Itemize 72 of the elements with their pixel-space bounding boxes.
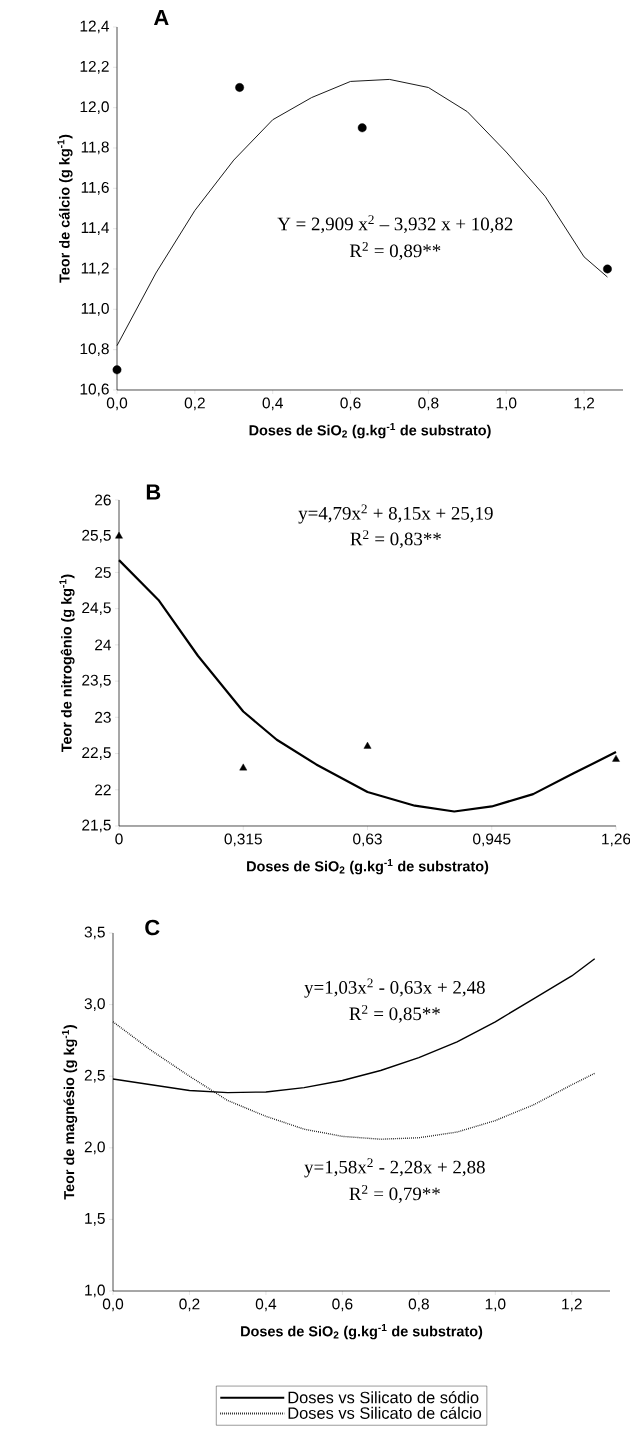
y-tick-label: 1,0 bbox=[85, 1284, 105, 1298]
x-tick-label: 1,0 bbox=[496, 397, 517, 411]
x-tick-label: 0 bbox=[115, 833, 123, 845]
point bbox=[357, 123, 367, 133]
y-tick-label: 25 bbox=[95, 566, 111, 578]
point bbox=[603, 264, 612, 274]
y-tick-label: 21,5 bbox=[82, 819, 111, 833]
annotation: y=4,79x$^{2}$ + 8,15x + 25,19 bbox=[298, 504, 493, 524]
chart-title: A bbox=[153, 10, 169, 26]
y-tick-label: 3,0 bbox=[84, 998, 105, 1011]
y-tick-label: 22,5 bbox=[82, 747, 111, 760]
point bbox=[112, 365, 122, 375]
x-tick-label: 1,0 bbox=[485, 1298, 506, 1312]
point bbox=[115, 531, 123, 539]
x-axis-title: Doses de SiO$_{2}$ (g.kg$^{-1}$ de substrato) bbox=[241, 1324, 483, 1340]
y-axis-title: Teor de nitrogênio (g kg$^{-1}$) bbox=[59, 574, 75, 753]
x-tick-label: 0,6 bbox=[332, 1298, 353, 1312]
x-tick-label: 0,2 bbox=[184, 397, 205, 411]
point bbox=[239, 763, 248, 771]
x-tick-label: 1,2 bbox=[574, 397, 595, 411]
x-tick-label: 0,4 bbox=[255, 1298, 277, 1312]
x-tick-label: 0,6 bbox=[340, 397, 361, 411]
legend-label: Doses vs Silicato de sódio bbox=[288, 1391, 479, 1404]
point bbox=[363, 741, 372, 749]
y-tick-label: 25,5 bbox=[82, 529, 111, 543]
y-tick-label: 22 bbox=[95, 784, 111, 796]
y-tick-label: 11,4 bbox=[81, 222, 110, 235]
y-tick-label: 12,0 bbox=[80, 101, 109, 115]
x-tick-label: 0,63 bbox=[353, 833, 382, 847]
annotation: R$^{2}$ = 0,83** bbox=[350, 530, 441, 549]
y-tick-label: 2,0 bbox=[84, 1141, 105, 1155]
point bbox=[235, 83, 245, 92]
y-tick-label: 23 bbox=[95, 711, 111, 723]
legend-label: Doses vs Silicato de cálcio bbox=[288, 1406, 482, 1419]
x-tick-label: 0,945 bbox=[473, 833, 511, 847]
y-tick-label: 26 bbox=[95, 494, 111, 506]
y-tick-label: 3,5 bbox=[84, 926, 105, 940]
y-tick-label: 12,2 bbox=[80, 60, 109, 74]
x-tick-label: 1,2 bbox=[562, 1298, 582, 1312]
y-tick-label: 10,8 bbox=[80, 343, 109, 357]
x-axis-title: Doses de SiO$_{2}$ (g.kg$^{-1}$ de substrato) bbox=[247, 859, 489, 875]
y-tick-label: 1,5 bbox=[85, 1213, 105, 1226]
x-tick-label: 0,2 bbox=[179, 1298, 200, 1312]
chart-title: B bbox=[146, 484, 161, 500]
annotation: y=1,58x$^{2}$ - 2,28x + 2,88 bbox=[304, 1158, 485, 1178]
y-tick-label: 11,8 bbox=[81, 141, 109, 155]
chart-title: C bbox=[145, 919, 160, 936]
x-tick-label: 0,0 bbox=[102, 1298, 124, 1312]
y-tick-label: 10,6 bbox=[80, 383, 109, 397]
x-tick-label: 0,8 bbox=[408, 1298, 429, 1312]
x-axis-title: Doses de SiO$_{2}$ (g.kg$^{-1}$ de substrato) bbox=[249, 423, 491, 439]
x-tick-label: 0,4 bbox=[262, 397, 283, 411]
annotation: R$^{2}$ = 0,85** bbox=[349, 1004, 440, 1023]
annotation: Y = 2,909 x$^{2}$ – 3,932 x + 10,82 bbox=[277, 215, 513, 234]
annotation: R$^{2}$ = 0,79** bbox=[349, 1185, 440, 1203]
y-tick-label: 11,0 bbox=[81, 302, 109, 316]
annotation: R$^{2}$ = 0,89** bbox=[349, 242, 441, 260]
annotation: y=1,03x$^{2}$ - 0,63x + 2,48 bbox=[304, 978, 485, 998]
y-tick-label: 11,2 bbox=[81, 262, 109, 276]
y-tick-label: 23,5 bbox=[82, 674, 111, 688]
x-tick-label: 0,8 bbox=[418, 397, 439, 411]
x-tick-label: 1,26 bbox=[602, 833, 630, 847]
y-axis-title: Teor de cálcio (g kg$^{-1}$) bbox=[57, 134, 73, 283]
y-tick-label: 11,6 bbox=[81, 181, 109, 195]
x-tick-label: 0,0 bbox=[106, 397, 128, 411]
y-axis-title: Teor de magnésio (g kg$^{-1}$) bbox=[61, 1025, 78, 1200]
point bbox=[612, 754, 620, 762]
y-tick-label: 24,5 bbox=[82, 602, 111, 616]
y-tick-label: 12,4 bbox=[80, 20, 110, 34]
y-tick-label: 2,5 bbox=[84, 1069, 105, 1083]
x-tick-label: 0,315 bbox=[224, 833, 262, 847]
y-tick-label: 24 bbox=[95, 639, 112, 651]
